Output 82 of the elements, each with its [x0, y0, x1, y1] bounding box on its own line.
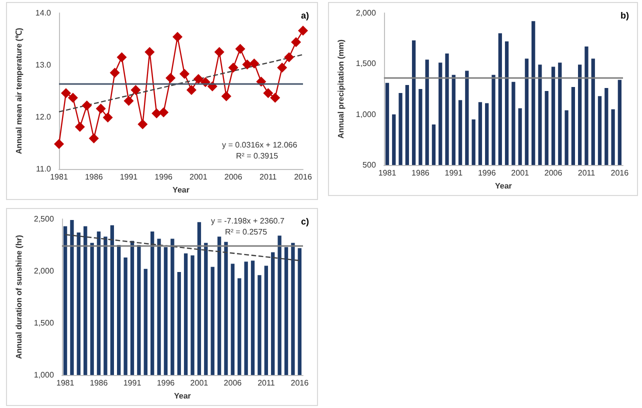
point: [277, 62, 288, 73]
x-tick-label: 2001: [190, 378, 209, 388]
annotation: c): [301, 216, 310, 226]
x-tick-label: 1986: [412, 168, 430, 178]
point: [166, 73, 176, 83]
point: [214, 47, 224, 57]
y-tick-label: 500: [362, 160, 376, 170]
point: [74, 122, 85, 132]
point: [298, 26, 308, 36]
x-tick-label: 2006: [224, 172, 243, 182]
x-tick-label: 2011: [260, 172, 278, 182]
y-tick-label: 1,000: [34, 370, 54, 380]
y-tick-label: 1,500: [34, 318, 54, 328]
point: [54, 139, 64, 150]
point: [138, 119, 148, 130]
y-tick-label: 12.0: [35, 112, 52, 122]
x-tick-label: 1996: [154, 172, 174, 182]
point: [228, 62, 238, 73]
point: [291, 37, 302, 48]
x-tick-label: 2006: [544, 168, 563, 178]
point: [82, 100, 92, 111]
x-tick-label: 1986: [90, 378, 108, 388]
x-tick-label: 1996: [156, 378, 176, 388]
point: [68, 92, 78, 103]
y-tick-label: 2,500: [34, 214, 54, 224]
point: [249, 58, 260, 68]
x-axis-title: Year: [174, 391, 191, 400]
annotation: y = -7.198x + 2360.7: [211, 216, 285, 226]
x-tick-label: 2016: [610, 168, 630, 178]
point: [158, 107, 169, 118]
point: [60, 88, 71, 98]
y-tick-label: 1,500: [356, 59, 376, 68]
x-tick-label: 2011: [258, 378, 276, 388]
point: [152, 108, 162, 118]
x-tick-label: 2001: [511, 168, 530, 178]
point: [102, 112, 113, 123]
point: [88, 133, 99, 144]
x-axis-title: Year: [172, 185, 190, 194]
x-tick-label: 1991: [444, 168, 464, 178]
x-tick-label: 1991: [120, 172, 138, 182]
point: [270, 92, 280, 103]
point: [221, 91, 232, 102]
point: [116, 52, 127, 62]
y-tick-label: 11.0: [36, 164, 52, 174]
x-tick-label: 1991: [123, 378, 142, 388]
x-tick-label: 2011: [578, 168, 596, 178]
annotation: b): [620, 10, 630, 20]
point: [186, 84, 196, 95]
y-tick-label: 13.0: [35, 60, 52, 70]
point: [96, 104, 106, 114]
annotation: R² = 0.3915: [236, 152, 279, 160]
y-axis-title: Annual mean air temperature (℃): [14, 28, 24, 154]
point: [110, 68, 120, 78]
x-tick-label: 2001: [190, 172, 208, 182]
annotation: R² = 0.2575: [225, 228, 268, 236]
x-tick-label: 1996: [478, 168, 496, 178]
point: [235, 44, 246, 54]
x-axis-title: Year: [495, 181, 512, 190]
x-tick-label: 2016: [294, 172, 312, 182]
point: [172, 32, 183, 42]
y-tick-label: 14.0: [35, 8, 52, 18]
point: [179, 68, 190, 79]
point: [242, 59, 252, 70]
x-tick-label: 1981: [50, 172, 68, 182]
point: [130, 84, 141, 95]
point: [263, 88, 274, 98]
x-tick-label: 2006: [224, 378, 242, 388]
y-tick-label: 2,000: [34, 266, 54, 276]
point: [144, 47, 155, 57]
x-tick-label: 2016: [290, 378, 310, 388]
point: [284, 52, 294, 62]
x-tick-label: 1986: [84, 172, 104, 182]
x-tick-label: 1981: [56, 378, 75, 388]
y-axis-title: Annual precipitation (mm): [336, 39, 346, 139]
annotation: y = 0.0316x + 12.066: [222, 140, 298, 150]
y-axis-title: Annual duration of sunshine (hr): [14, 234, 24, 359]
point: [193, 74, 204, 84]
point: [124, 96, 134, 106]
x-tick-label: 1981: [378, 168, 397, 178]
annotation: a): [301, 10, 310, 20]
y-tick-label: 2,000: [356, 8, 376, 18]
y-tick-label: 1,000: [356, 110, 376, 119]
